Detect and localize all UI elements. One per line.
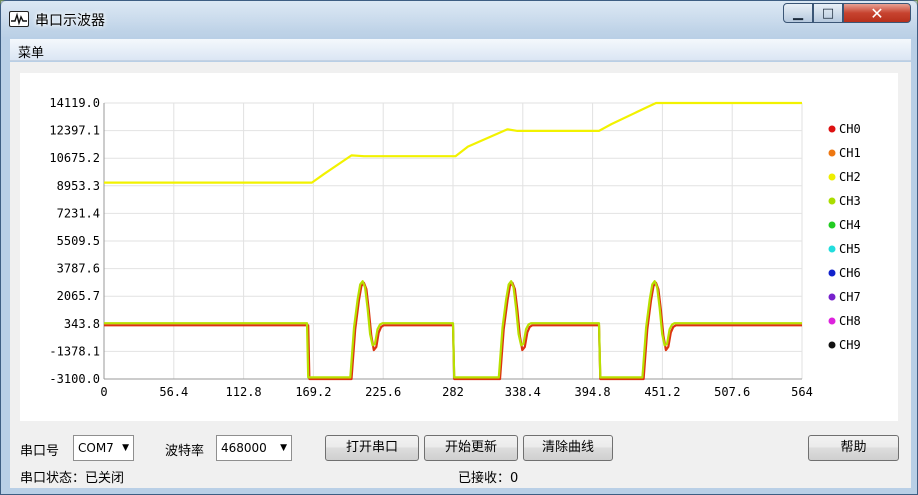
port-select[interactable]: COM7 ▼ [73, 435, 134, 461]
legend-label-ch6: CH6 [839, 266, 861, 280]
oscilloscope-chart: 14119.0 12397.1 10675.2 8953.3 7231.4 5509.5 3… [49, 96, 861, 399]
baud-select-value: 468000 [221, 441, 267, 455]
port-select-value: COM7 [78, 441, 114, 455]
oscilloscope-icon [9, 11, 29, 27]
legend-label-ch7: CH7 [839, 290, 861, 304]
plot-panel: 14119.0 12397.1 10675.2 8953.3 7231.4 5509.5 3… [20, 73, 898, 421]
maximize-icon: □ [821, 6, 835, 21]
series-line-ch2 [104, 101, 802, 184]
y-tick-label: -3100.0 [49, 372, 100, 386]
minimize-button[interactable]: ▁ [783, 3, 813, 23]
clear-curves-button[interactable]: 清除曲线 [523, 435, 613, 461]
x-tick-label: 564 [791, 385, 813, 399]
y-tick-label: 8953.3 [57, 179, 100, 193]
y-tick-label: -1378.1 [49, 344, 100, 358]
legend-marker-ch8 [828, 317, 836, 325]
legend-marker-ch5 [828, 245, 836, 253]
port-label: 串口号 [20, 444, 60, 459]
port-status: 串口状态：已关闭 [20, 471, 125, 486]
legend-label-ch1: CH1 [839, 146, 861, 160]
close-button[interactable]: ✕ [843, 3, 911, 23]
y-tick-label: 343.8 [64, 317, 100, 331]
baud-select[interactable]: 468000 ▼ [216, 435, 292, 461]
legend-label-ch4: CH4 [839, 218, 861, 232]
title-bar[interactable]: 串口示波器 ▁ □ ✕ [1, 1, 917, 37]
y-tick-label: 14119.0 [49, 96, 100, 110]
legend-marker-ch6 [828, 269, 836, 277]
legend-label-ch0: CH0 [839, 122, 861, 136]
y-tick-label: 5509.5 [57, 234, 100, 248]
legend-label-ch2: CH2 [839, 170, 861, 184]
x-tick-label: 0 [100, 385, 107, 399]
legend-marker-ch2 [828, 173, 836, 181]
close-icon: ✕ [870, 4, 884, 23]
open-port-button[interactable]: 打开串口 [325, 435, 419, 461]
received-count: 已接收：0 [458, 471, 519, 486]
legend-label-ch8: CH8 [839, 314, 861, 328]
legend-label-ch3: CH3 [839, 194, 861, 208]
y-tick-label: 7231.4 [57, 206, 100, 220]
x-tick-label: 169.2 [295, 385, 331, 399]
chevron-down-icon: ▼ [280, 443, 287, 453]
chevron-down-icon: ▼ [122, 443, 129, 453]
x-tick-label: 338.4 [505, 385, 541, 399]
x-tick-label: 112.8 [226, 385, 262, 399]
legend-label-ch9: CH9 [839, 338, 861, 352]
legend-marker-ch9 [828, 341, 836, 349]
legend-marker-ch1 [828, 149, 836, 157]
x-tick-label: 394.8 [575, 385, 611, 399]
maximize-button[interactable]: □ [813, 3, 843, 23]
y-tick-label: 2065.7 [57, 289, 100, 303]
x-tick-label: 282 [442, 385, 464, 399]
help-button[interactable]: 帮助 [808, 435, 899, 461]
x-tick-label: 56.4 [159, 385, 188, 399]
y-tick-label: 10675.2 [49, 151, 100, 165]
x-tick-label: 507.6 [714, 385, 750, 399]
y-tick-label: 3787.6 [57, 262, 100, 276]
legend-marker-ch7 [828, 293, 836, 301]
legend-marker-ch0 [828, 125, 836, 133]
x-tick-label: 225.6 [365, 385, 401, 399]
y-tick-label: 12397.1 [49, 124, 100, 138]
legend-label-ch5: CH5 [839, 242, 861, 256]
client-area: 14119.0 12397.1 10675.2 8953.3 7231.4 5509.5 3… [10, 62, 911, 488]
start-update-button[interactable]: 开始更新 [424, 435, 518, 461]
menu-item-main[interactable]: 菜单 [18, 46, 45, 61]
x-tick-label: 451.2 [644, 385, 680, 399]
series-line-ch3 [104, 280, 802, 379]
minimize-icon: ▁ [793, 6, 803, 21]
window-title: 串口示波器 [35, 13, 105, 29]
legend-marker-ch3 [828, 197, 836, 205]
baud-label: 波特率 [165, 444, 205, 459]
menu-bar: 菜单 [10, 39, 911, 61]
legend-marker-ch4 [828, 221, 836, 229]
